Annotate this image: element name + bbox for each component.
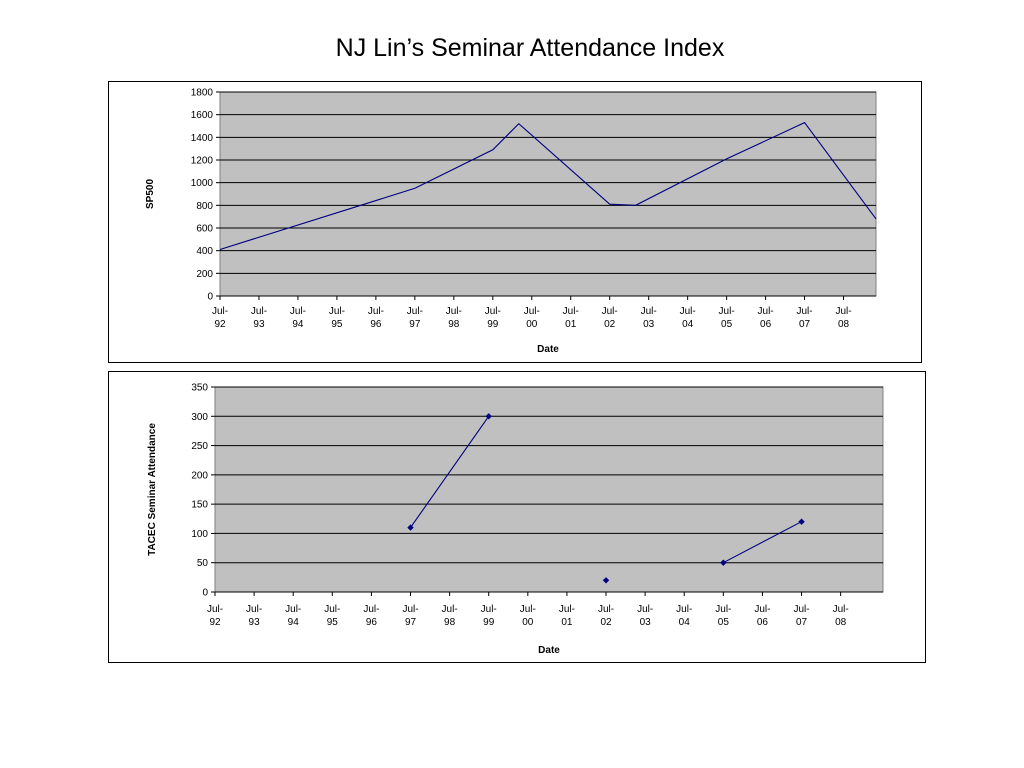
attendance-y-tick-label: 150 [191,500,208,511]
sp500-x-tick-label: Jul-94 [290,306,306,330]
attendance-x-tick-label: Jul-93 [246,604,262,628]
attendance-y-tick-label: 300 [191,412,208,423]
sp500-y-tick-label: 200 [196,269,213,280]
sp500-y-tick-label: 1000 [191,178,214,189]
sp500-y-tick-label: 800 [196,201,213,212]
attendance-series-line [410,415,490,528]
sp500-chart-svg: 0 200 400 600 800 1000 1200 1400 1600 1800 Jul-92 J… [145,88,877,355]
sp500-x-tick-label: Jul-06 [758,306,774,330]
sp500-x-axis-title: Date [537,344,559,355]
attendance-plot-area [214,386,884,593]
attendance-x-tick-label: Jul-06 [754,604,770,628]
attendance-x-tick-label: Jul-98 [442,604,458,628]
sp500-y-tick-label: 1800 [191,88,214,99]
attendance-y-tick-label: 50 [197,558,209,569]
attendance-x-tick-label: Jul-05 [715,604,731,628]
sp500-y-tick-label: 1600 [191,110,214,121]
sp500-x-tick-label: Jul-05 [719,306,735,330]
attendance-x-tick-label: Jul-97 [402,604,418,628]
sp500-x-tick-label: Jul-04 [680,306,696,330]
sp500-y-tick-label: 1200 [191,156,214,167]
sp500-x-tick-label: Jul-98 [446,306,462,330]
attendance-x-tick-label: Jul-94 [285,604,301,628]
sp500-x-tick-label: Jul-93 [251,306,267,330]
sp500-x-tick-label: Jul-08 [835,306,851,330]
sp500-x-tick-label: Jul-00 [524,306,540,330]
attendance-x-tick-label: Jul-01 [559,604,575,628]
attendance-x-tick-label: Jul-04 [676,604,692,628]
attendance-data-point [485,413,492,420]
sp500-y-tick-label: 400 [196,246,213,257]
sp500-x-tick-label: Jul-02 [602,306,618,330]
attendance-y-tick-label: 250 [191,441,208,452]
attendance-y-tick-label: 350 [191,383,208,394]
sp500-y-tick-label: 1400 [191,133,214,144]
attendance-y-tick-label: 0 [202,588,208,599]
attendance-chart: 0 50 100 150 200 250 300 350 Jul-92 Jul-93 Jul-94 J… [108,371,926,663]
sp500-series-line [219,121,877,251]
attendance-x-tick-label: Jul-00 [520,604,536,628]
sp500-x-tick-label: Jul-97 [407,306,423,330]
sp500-plot-area [219,91,877,297]
sp500-x-tick-label: Jul-95 [329,306,345,330]
attendance-x-tick-label: Jul-95 [324,604,340,628]
attendance-x-tick-label: Jul-96 [363,604,379,628]
sp500-x-tick-label: Jul-92 [212,306,228,330]
sp500-x-tick-label: Jul-96 [368,306,384,330]
attendance-x-tick-label: Jul-02 [598,604,614,628]
attendance-x-tick-label: Jul-08 [833,604,849,628]
sp500-x-tick-label: Jul-03 [641,306,657,330]
sp500-y-tick-label: 600 [196,224,213,235]
sp500-x-tick-label: Jul-99 [485,306,501,330]
attendance-x-axis-title: Date [538,645,560,656]
attendance-chart-svg: 0 50 100 150 200 250 300 350 Jul-92 Jul-93 Jul-94 J… [147,383,884,656]
attendance-y-tick-label: 100 [191,529,208,540]
attendance-x-tick-label: Jul-03 [637,604,653,628]
sp500-y-axis-title: SP500 [145,179,156,209]
attendance-y-tick-label: 200 [191,470,208,481]
attendance-x-tick-label: Jul-92 [207,604,223,628]
page-title: NJ Lin’s Seminar Attendance Index [335,34,725,62]
sp500-chart: 0 200 400 600 800 1000 1200 1400 1600 1800 Jul-92 J… [108,81,922,363]
sp500-y-tick-label: 0 [207,292,213,303]
attendance-x-tick-label: Jul-07 [793,604,809,628]
sp500-x-tick-label: Jul-07 [796,306,812,330]
attendance-x-tick-label: Jul-99 [481,604,497,628]
sp500-x-tick-label: Jul-01 [563,306,579,330]
attendance-y-axis-title: TACEC Seminar Attendance [147,423,158,556]
attendance-series-line [723,521,802,564]
